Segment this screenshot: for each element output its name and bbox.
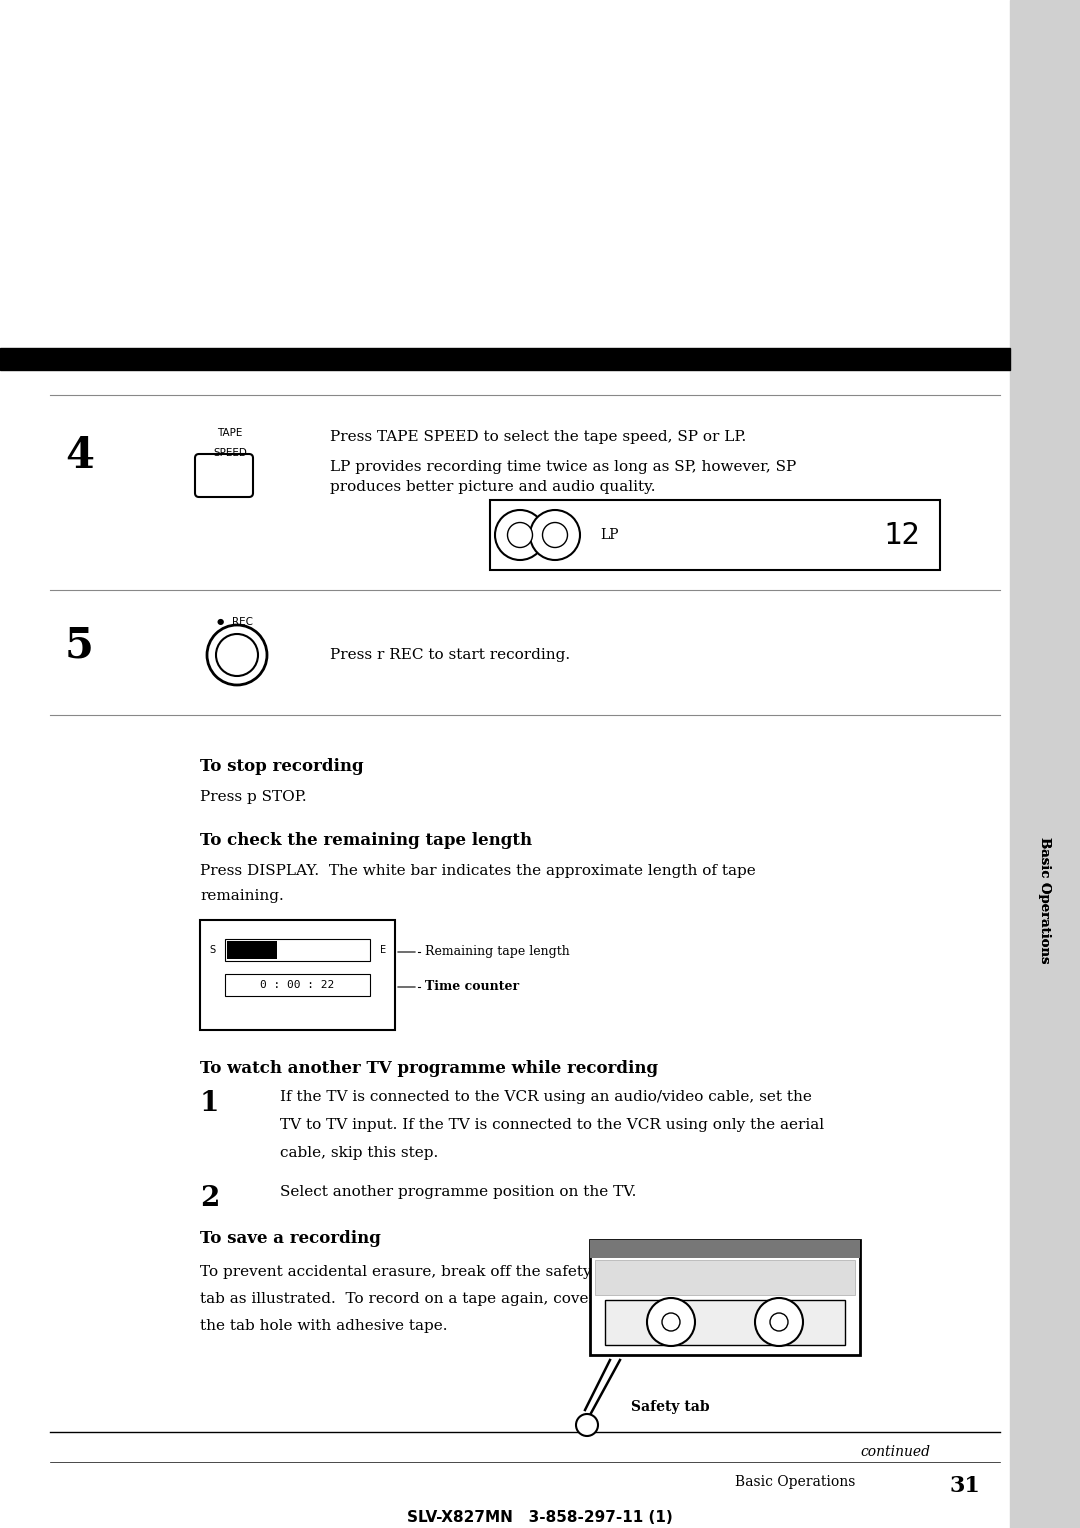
Text: Press DISPLAY.  The white bar indicates the approximate length of tape: Press DISPLAY. The white bar indicates t… (200, 863, 756, 879)
Text: tab as illustrated.  To record on a tape again, cover: tab as illustrated. To record on a tape … (200, 1293, 596, 1306)
Bar (590, 1241, 860, 1258)
Text: To watch another TV programme while recording: To watch another TV programme while reco… (200, 1060, 658, 1077)
Text: If the TV is connected to the VCR using an audio/video cable, set the: If the TV is connected to the VCR using … (280, 1089, 812, 1105)
Text: To prevent accidental erasure, break off the safety: To prevent accidental erasure, break off… (200, 1265, 592, 1279)
Text: remaining.: remaining. (200, 889, 284, 903)
Text: the tab hole with adhesive tape.: the tab hole with adhesive tape. (200, 1319, 447, 1332)
Bar (225, 973, 370, 996)
Bar (225, 940, 370, 961)
Text: 1: 1 (200, 1089, 219, 1117)
Text: Basic Operations: Basic Operations (1038, 837, 1051, 963)
Bar (590, 1241, 860, 1355)
Text: To check the remaining tape length: To check the remaining tape length (200, 833, 532, 850)
Ellipse shape (770, 1313, 788, 1331)
Text: Remaining tape length: Remaining tape length (426, 946, 570, 958)
Text: Basic Operations: Basic Operations (734, 1475, 855, 1488)
Ellipse shape (647, 1297, 696, 1346)
Text: Safety tab: Safety tab (631, 1400, 710, 1413)
Text: Press p STOP.: Press p STOP. (200, 790, 307, 804)
Text: SLV-X827MN   3-858-297-11 (1): SLV-X827MN 3-858-297-11 (1) (407, 1510, 673, 1525)
Text: Select another programme position on the TV.: Select another programme position on the… (280, 1186, 636, 1199)
Bar (605, 1300, 845, 1345)
Text: To save a recording: To save a recording (200, 1230, 381, 1247)
Text: REC: REC (232, 617, 253, 626)
Text: Basic Operations: Basic Operations (1038, 837, 1051, 963)
Text: Press r REC to start recording.: Press r REC to start recording. (330, 648, 570, 662)
Bar (490, 500, 940, 570)
Bar (1010, 0, 1080, 1528)
Text: S: S (208, 944, 215, 955)
Text: cable, skip this step.: cable, skip this step. (280, 1146, 438, 1160)
Ellipse shape (207, 625, 267, 685)
Ellipse shape (495, 510, 545, 559)
Text: To stop recording: To stop recording (200, 758, 364, 775)
Bar (0, 348, 1010, 370)
Text: 31: 31 (949, 1475, 980, 1497)
Ellipse shape (576, 1413, 598, 1436)
Text: Press TAPE SPEED to select the tape speed, SP or LP.: Press TAPE SPEED to select the tape spee… (330, 429, 746, 445)
FancyBboxPatch shape (195, 454, 253, 497)
Ellipse shape (530, 510, 580, 559)
Text: SPEED: SPEED (213, 448, 247, 458)
Text: 12: 12 (883, 521, 920, 550)
Text: Time counter: Time counter (426, 981, 519, 993)
Ellipse shape (216, 634, 258, 675)
Text: 5: 5 (65, 625, 94, 668)
Text: 2: 2 (200, 1186, 219, 1212)
Text: LP provides recording time twice as long as SP, however, SP: LP provides recording time twice as long… (330, 460, 796, 474)
Ellipse shape (662, 1313, 680, 1331)
Bar (595, 1261, 855, 1296)
Text: TV to TV input. If the TV is connected to the VCR using only the aerial: TV to TV input. If the TV is connected t… (280, 1118, 824, 1132)
Text: TAPE: TAPE (217, 428, 243, 439)
Text: continued: continued (860, 1445, 930, 1459)
Ellipse shape (508, 523, 532, 547)
Text: LP: LP (600, 529, 619, 542)
Text: 4: 4 (65, 435, 94, 477)
Text: 0 : 00 : 22: 0 : 00 : 22 (260, 979, 335, 990)
Ellipse shape (542, 523, 567, 547)
Bar (227, 941, 276, 960)
Text: produces better picture and audio quality.: produces better picture and audio qualit… (330, 480, 656, 494)
Ellipse shape (755, 1297, 804, 1346)
Text: E: E (380, 944, 386, 955)
Text: ●: ● (216, 617, 224, 626)
Bar (200, 920, 395, 1030)
